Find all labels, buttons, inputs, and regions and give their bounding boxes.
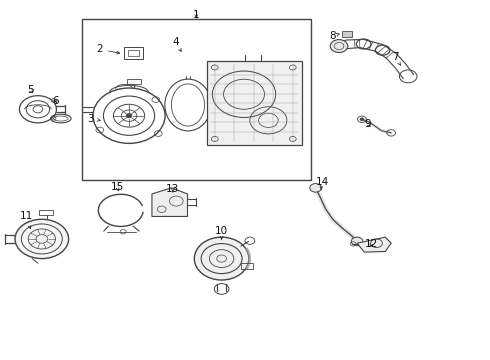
- Text: 8: 8: [329, 31, 339, 41]
- Circle shape: [126, 113, 132, 118]
- Bar: [126, 79, 141, 84]
- Circle shape: [310, 184, 321, 192]
- Text: 6: 6: [52, 96, 59, 106]
- Bar: [241, 263, 253, 269]
- Text: 7: 7: [392, 52, 400, 65]
- Ellipse shape: [195, 237, 249, 280]
- Polygon shape: [357, 237, 391, 252]
- Circle shape: [360, 118, 364, 121]
- Text: 1: 1: [193, 10, 199, 19]
- Text: 2: 2: [97, 44, 120, 54]
- Text: 13: 13: [166, 184, 179, 194]
- Text: 11: 11: [20, 211, 33, 229]
- Text: 12: 12: [365, 239, 378, 249]
- Text: 15: 15: [111, 182, 124, 192]
- Circle shape: [15, 219, 69, 258]
- Text: 9: 9: [365, 118, 371, 129]
- Text: 5: 5: [27, 85, 34, 95]
- Polygon shape: [207, 61, 301, 145]
- Polygon shape: [343, 31, 352, 37]
- Text: 3: 3: [87, 113, 100, 123]
- Bar: [82, 19, 311, 180]
- Text: 14: 14: [316, 177, 329, 190]
- Text: 4: 4: [172, 37, 181, 51]
- Polygon shape: [152, 188, 188, 216]
- Text: 10: 10: [215, 226, 228, 239]
- Bar: [39, 210, 53, 215]
- Circle shape: [330, 40, 348, 53]
- Circle shape: [351, 237, 363, 246]
